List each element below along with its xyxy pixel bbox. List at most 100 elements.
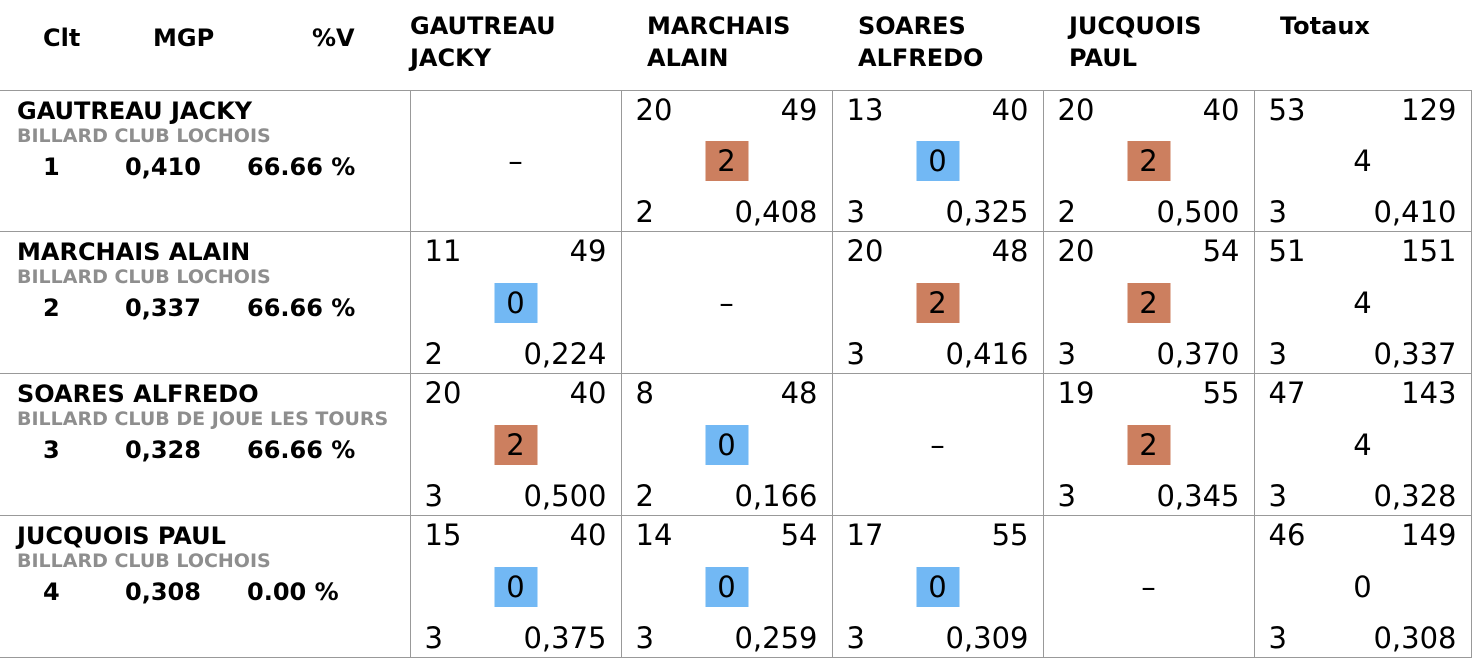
- match-content: 8 48 2 0,166 0: [622, 374, 832, 515]
- header-clt: Clt: [43, 24, 81, 52]
- points-scored: 46: [1268, 518, 1306, 552]
- points-scored: 47: [1268, 376, 1306, 410]
- totals-content: 47 143 3 0,328 4: [1255, 374, 1471, 515]
- innings: 40: [569, 376, 607, 410]
- innings: 49: [780, 93, 818, 127]
- average: 0,416: [945, 337, 1029, 371]
- player-win-percent: 0.00 %: [247, 578, 339, 606]
- totals-cell: 46 149 3 0,308 0: [1253, 515, 1472, 658]
- player-mgp: 0,308: [125, 578, 201, 606]
- match-cell: 14 54 3 0,259 0: [620, 515, 833, 658]
- points-scored: 17: [846, 518, 884, 552]
- header-mgp: MGP: [153, 24, 215, 52]
- high-run: 3: [424, 621, 443, 655]
- header-totals-label: Totaux: [1280, 12, 1370, 40]
- points-scored: 11: [424, 234, 462, 268]
- player-rank: 4: [43, 578, 60, 606]
- high-run: 3: [1268, 479, 1287, 513]
- self-cell: –: [831, 373, 1044, 516]
- header-row: Clt MGP %V GAUTREAU JACKY MARCHAIS ALAIN…: [0, 0, 1471, 91]
- innings: 54: [780, 518, 818, 552]
- innings: 49: [569, 234, 607, 268]
- innings: 55: [1202, 376, 1240, 410]
- match-content: 20 54 3 0,370 2: [1044, 232, 1254, 373]
- high-run: 3: [846, 337, 865, 371]
- match-cell: 20 48 3 0,416 2: [831, 231, 1044, 374]
- match-content: 19 55 3 0,345 2: [1044, 374, 1254, 515]
- innings: 40: [1202, 93, 1240, 127]
- loss-points-badge: 0: [705, 566, 748, 607]
- high-run: 2: [1057, 195, 1076, 229]
- high-run: 3: [846, 621, 865, 655]
- player-club: BILLARD CLUB DE JOUE LES TOURS: [17, 408, 389, 430]
- player-mgp: 0,328: [125, 436, 201, 464]
- player-row: JUCQUOIS PAUL BILLARD CLUB LOCHOIS 4 0,308 0…: [0, 515, 1472, 658]
- high-run: 3: [1057, 479, 1076, 513]
- points-scored: 8: [635, 376, 654, 410]
- points-scored: 51: [1268, 234, 1306, 268]
- header-opponent-1-line1: GAUTREAU: [410, 12, 556, 40]
- average: 0,500: [1156, 195, 1240, 229]
- total-match-points: 4: [1353, 144, 1372, 178]
- player-club: BILLARD CLUB LOCHOIS: [17, 266, 271, 288]
- match-cell: 20 40 3 0,500 2: [409, 373, 622, 516]
- header-opponent-2: MARCHAIS ALAIN: [621, 0, 832, 91]
- player-name: MARCHAIS ALAIN: [17, 238, 251, 266]
- player-win-percent: 66.66 %: [247, 153, 356, 181]
- player-row: MARCHAIS ALAIN BILLARD CLUB LOCHOIS 2 0,337…: [0, 231, 1472, 374]
- match-content: 11 49 2 0,224 0: [411, 232, 621, 373]
- player-name: JUCQUOIS PAUL: [17, 522, 226, 550]
- average: 0,325: [945, 195, 1029, 229]
- win-points-badge: 2: [916, 282, 959, 323]
- header-opponent-3: SOARES ALFREDO: [832, 0, 1043, 91]
- player-info-cell: MARCHAIS ALAIN BILLARD CLUB LOCHOIS 2 0,337…: [0, 231, 411, 374]
- high-run: 3: [1268, 621, 1287, 655]
- average: 0,224: [523, 337, 607, 371]
- loss-points-badge: 0: [916, 141, 959, 181]
- innings: 129: [1401, 93, 1457, 127]
- high-run: 3: [846, 195, 865, 229]
- player-win-percent: 66.66 %: [247, 436, 356, 464]
- match-content: 20 49 2 0,408 2: [622, 91, 832, 231]
- high-run: 2: [424, 337, 443, 371]
- results-body: GAUTREAU JACKY BILLARD CLUB LOCHOIS 1 0,410…: [0, 90, 1472, 658]
- loss-points-badge: 0: [705, 424, 748, 465]
- points-scored: 19: [1057, 376, 1095, 410]
- player-rank: 3: [43, 436, 60, 464]
- points-scored: 20: [846, 234, 884, 268]
- header-totals: Totaux: [1254, 0, 1471, 91]
- average: 0,259: [734, 621, 818, 655]
- player-mgp: 0,337: [125, 294, 201, 322]
- high-run: 3: [635, 621, 654, 655]
- header-opponent-4-line2: PAUL: [1069, 44, 1138, 72]
- points-scored: 20: [1057, 93, 1095, 127]
- player-row: GAUTREAU JACKY BILLARD CLUB LOCHOIS 1 0,410…: [0, 90, 1472, 232]
- totals-content: 51 151 3 0,337 4: [1255, 232, 1471, 373]
- header-opponent-4-line1: JUCQUOIS: [1069, 12, 1202, 40]
- no-match-dash: –: [930, 427, 945, 462]
- match-content: 20 40 2 0,500 2: [1044, 91, 1254, 231]
- average: 0,328: [1373, 479, 1457, 513]
- innings: 151: [1401, 234, 1457, 268]
- header-opponent-2-line2: ALAIN: [647, 44, 729, 72]
- match-content: 13 40 3 0,325 0: [833, 91, 1043, 231]
- header-opponent-3-line1: SOARES: [858, 12, 966, 40]
- player-rank: 2: [43, 294, 60, 322]
- high-run: 3: [1268, 195, 1287, 229]
- player-info-cell: GAUTREAU JACKY BILLARD CLUB LOCHOIS 1 0,410…: [0, 90, 411, 232]
- points-scored: 53: [1268, 93, 1306, 127]
- points-scored: 20: [424, 376, 462, 410]
- total-match-points: 0: [1353, 569, 1372, 604]
- totals-cell: 53 129 3 0,410 4: [1253, 90, 1472, 232]
- totals-content: 53 129 3 0,410 4: [1255, 91, 1471, 231]
- match-cell: 15 40 3 0,375 0: [409, 515, 622, 658]
- totals-content: 46 149 3 0,308 0: [1255, 516, 1471, 657]
- match-content: 14 54 3 0,259 0: [622, 516, 832, 657]
- self-cell: –: [409, 90, 622, 232]
- player-mgp: 0,410: [125, 153, 201, 181]
- average: 0,345: [1156, 479, 1240, 513]
- win-points-badge: 2: [1127, 282, 1170, 323]
- header-opponent-2-line1: MARCHAIS: [647, 12, 791, 40]
- player-win-percent: 66.66 %: [247, 294, 356, 322]
- average: 0,370: [1156, 337, 1240, 371]
